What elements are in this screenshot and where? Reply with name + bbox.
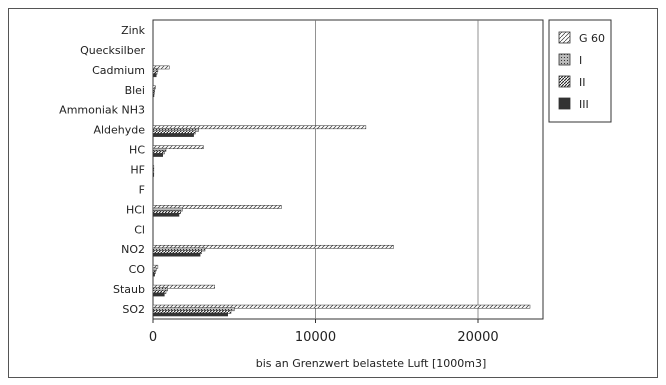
category-label: Aldehyde: [93, 124, 145, 137]
bar-aldehyde-series-4: [152, 133, 194, 137]
legend-label: II: [579, 76, 586, 89]
category-label: Staub: [113, 283, 145, 296]
x-tick-label: 0: [149, 330, 157, 345]
bar-so2-series-4: [152, 312, 228, 317]
chart-frame: Zink Quecksilber Cadmium Blei Ammoniak NH3 Al…: [8, 8, 658, 378]
legend-swatch: [558, 75, 571, 88]
category-label: HCl: [126, 203, 145, 216]
bar-co-series-4: [152, 272, 155, 277]
bar-hf-series-4: [152, 173, 155, 177]
legend-label: III: [579, 98, 589, 111]
category-label: HF: [130, 164, 145, 177]
category-label: Quecksilber: [80, 44, 145, 57]
plot-area: [152, 19, 544, 320]
category-label: F: [139, 183, 145, 196]
hbar-chart: Zink Quecksilber Cadmium Blei Ammoniak NH3 Al…: [59, 19, 612, 370]
bar-hcl-series-1: [152, 205, 282, 209]
category-label: Cl: [134, 223, 145, 236]
x-tick-label: 20000: [457, 330, 498, 345]
legend-label: G 60: [579, 32, 605, 45]
category-label: CO: [129, 263, 146, 276]
bar-cadmium-series-1: [152, 65, 170, 70]
bar-blei-series-4: [152, 93, 155, 98]
legend-swatch: [558, 97, 571, 110]
legend-swatch: [558, 53, 571, 66]
category-label: SO2: [122, 303, 145, 316]
bar-hc-series-1: [152, 145, 204, 150]
bar-cadmium-series-4: [152, 73, 157, 78]
category-label: Zink: [121, 24, 146, 37]
category-label: NO2: [121, 243, 145, 256]
bar-so2-series-1: [152, 304, 531, 309]
bar-hc-series-4: [152, 153, 163, 157]
bar-no2-series-4: [152, 252, 201, 257]
category-label: Cadmium: [92, 64, 145, 77]
legend-swatch: [558, 31, 571, 44]
category-label: HC: [129, 144, 145, 157]
bar-no2-series-1: [152, 244, 394, 249]
x-axis-label: bis an Grenzwert belastete Luft [1000m3]: [256, 357, 487, 370]
x-tick-label: 10000: [295, 330, 336, 345]
bar-staub-series-4: [152, 292, 165, 297]
bar-hcl-series-4: [152, 212, 180, 217]
bar-staub-series-1: [152, 284, 215, 289]
category-label: Ammoniak NH3: [59, 104, 145, 117]
bar-aldehyde-series-1: [152, 125, 367, 130]
category-label: Blei: [125, 84, 145, 97]
legend-label: I: [579, 54, 582, 67]
